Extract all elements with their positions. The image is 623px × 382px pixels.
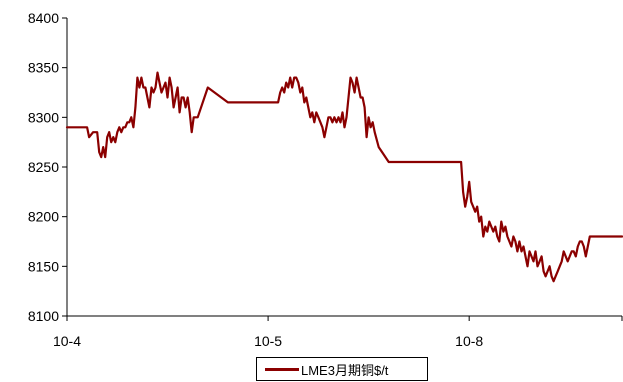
y-tick-label: 8150 bbox=[28, 258, 59, 274]
legend-label: LME3月期铜$/t bbox=[301, 362, 389, 378]
y-tick-label: 8300 bbox=[28, 109, 59, 125]
y-tick-label: 8250 bbox=[28, 159, 59, 175]
series-layer bbox=[65, 71, 623, 283]
y-tick-label: 8100 bbox=[28, 308, 59, 324]
axes bbox=[66, 18, 622, 317]
y-tick-label: 8400 bbox=[28, 10, 59, 26]
x-axis-ticks: 10-4 10-5 10-8 bbox=[53, 316, 623, 349]
legend: LME3月期铜$/t bbox=[256, 357, 428, 381]
y-tick-label: 8350 bbox=[28, 60, 59, 76]
x-tick-label: 10-8 bbox=[455, 333, 483, 349]
series-line-0 bbox=[65, 71, 623, 283]
y-tick-label: 8200 bbox=[28, 209, 59, 225]
x-tick-label: 10-4 bbox=[53, 333, 81, 349]
x-tick-label: 10-5 bbox=[254, 333, 282, 349]
y-axis-ticks: 8100 8150 8200 8250 8300 8350 8400 bbox=[28, 10, 67, 324]
legend-swatch bbox=[265, 367, 299, 371]
